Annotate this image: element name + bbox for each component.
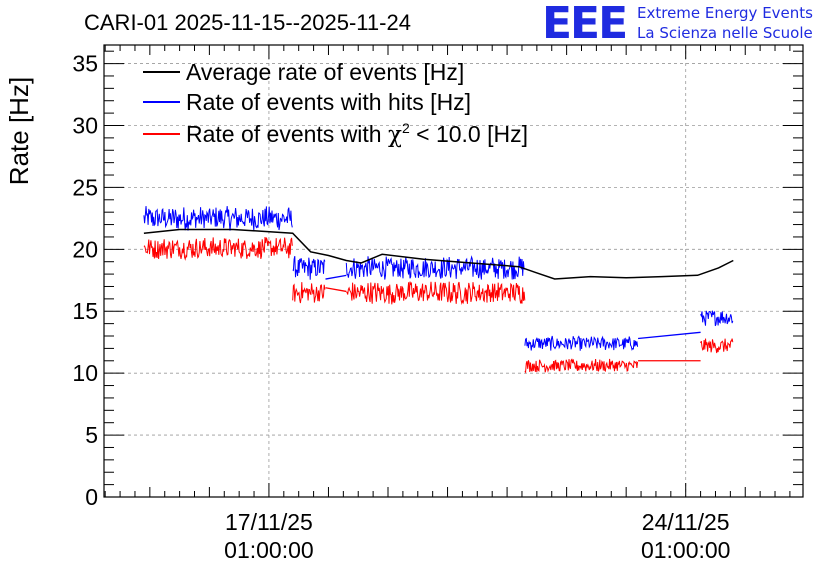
x-tick-time: 01:00:00 <box>641 537 731 563</box>
legend: Average rate of events [Hz] Rate of event… <box>143 59 528 148</box>
y-tick-label: 25 <box>72 174 98 200</box>
series-segment <box>700 338 734 354</box>
legend-label: Rate of events with χ2 < 10.0 [Hz] <box>186 120 528 148</box>
series-segment <box>345 255 526 280</box>
axes: 0510152025303517/11/2501:00:0024/11/2501… <box>72 45 803 563</box>
series-segment <box>292 255 326 280</box>
series-segment <box>346 281 526 305</box>
y-tick-label: 0 <box>85 484 98 510</box>
x-tick-date: 24/11/25 <box>642 509 730 535</box>
average-rate-line <box>143 228 734 280</box>
plot-area <box>143 206 734 374</box>
chart-title: CARI-01 2025-11-15--2025-11-24 <box>84 10 411 35</box>
series-segment <box>292 282 326 304</box>
y-axis-label: Rate [Hz] <box>4 77 34 185</box>
series-link <box>325 274 347 280</box>
brand-line-2: La Scienza nelle Scuole <box>637 24 813 42</box>
legend-label: Rate of events with hits [Hz] <box>186 89 471 115</box>
series-segment <box>700 310 734 327</box>
brand-line-1: Extreme Energy Events <box>637 4 813 22</box>
y-tick-label: 35 <box>72 51 98 77</box>
series-segment <box>143 206 293 231</box>
plot-frame <box>103 44 804 498</box>
y-tick-label: 10 <box>72 360 98 386</box>
series-segment <box>143 236 293 261</box>
y-tick-label: 5 <box>85 422 98 448</box>
x-tick-date: 17/11/25 <box>225 509 313 535</box>
legend-label: Average rate of events [Hz] <box>186 59 464 85</box>
y-tick-label: 30 <box>72 112 98 138</box>
series-link <box>325 287 347 293</box>
series-segment <box>524 335 639 351</box>
eee-logo: EEE <box>542 0 628 49</box>
y-tick-label: 20 <box>72 236 98 262</box>
x-tick-time: 01:00:00 <box>224 537 314 563</box>
series-link <box>638 331 701 340</box>
series-segment <box>524 358 639 374</box>
y-tick-label: 15 <box>72 298 98 324</box>
